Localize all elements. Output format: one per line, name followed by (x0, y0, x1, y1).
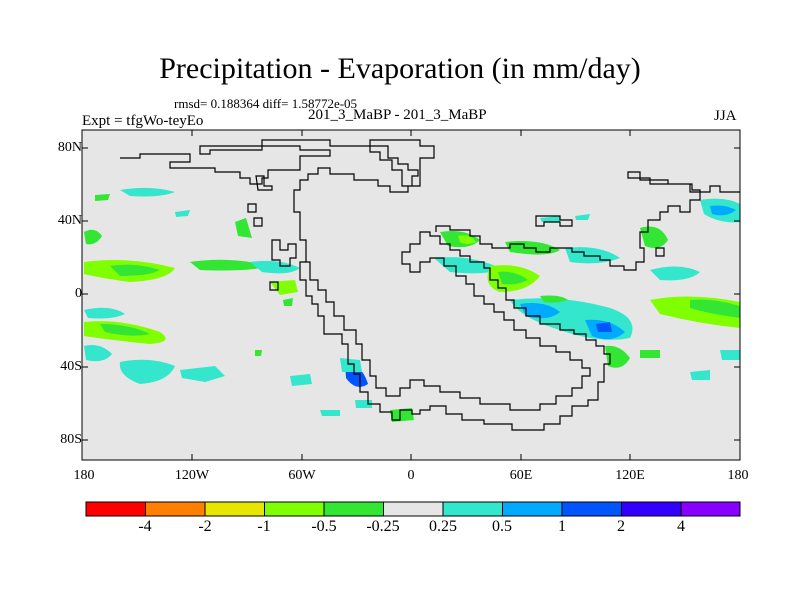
patch-cyan (84, 307, 125, 319)
patch-blue (596, 322, 612, 332)
patch-cyan (540, 216, 560, 222)
colorbar-label: -4 (138, 518, 152, 535)
patch-light-green (458, 235, 476, 244)
lat-label: 80S (60, 432, 82, 447)
colorbar-swatch (442, 501, 503, 517)
patch-green (498, 271, 528, 285)
patch-cyan (180, 366, 225, 382)
colorbar-swatch (561, 501, 622, 517)
coastline-americas (120, 139, 611, 431)
patch-green (283, 298, 293, 306)
colorbar-swatch (85, 501, 146, 517)
patch-cyan (434, 257, 500, 274)
map-field (82, 130, 740, 460)
coastline-island (253, 217, 263, 227)
patch-cyan (565, 247, 620, 264)
colorbar-swatch (204, 501, 265, 517)
patch-green (640, 350, 660, 358)
lon-label: 60W (288, 468, 316, 483)
colorbar-label: 2 (617, 518, 625, 535)
patch-cyan (650, 266, 700, 281)
patch-cyan (720, 350, 740, 360)
lat-label: 80N (57, 140, 82, 155)
colorbar-label: 0.5 (492, 518, 512, 535)
colorbar (85, 501, 741, 517)
coastline-island (247, 203, 257, 213)
patch-cyan (84, 345, 112, 362)
colorbar-label: -0.25 (366, 518, 400, 535)
colorbar-swatch (383, 501, 444, 517)
colorbar-label: -2 (198, 518, 212, 535)
patch-cyan (120, 187, 175, 197)
lon-label: 120W (174, 468, 210, 483)
patch-cyan (175, 210, 190, 217)
lat-label: 0 (75, 286, 82, 301)
patch-green (235, 218, 252, 238)
patch-green (390, 408, 414, 422)
patch-green (95, 194, 110, 201)
coastlines (120, 139, 740, 431)
patch-light-green (270, 280, 298, 295)
colorbar-swatch (621, 501, 682, 517)
patch-green (255, 350, 262, 356)
patch-cyan (119, 359, 175, 384)
axis-ticks (82, 130, 740, 460)
map-title: Precipitation - Evaporation (in mm/day) (159, 52, 641, 85)
patch-green (110, 264, 160, 276)
lon-label: 180 (727, 468, 749, 483)
patch-cyan (340, 358, 362, 372)
colorbar-label: 0.25 (429, 518, 457, 535)
coastline-central-america (271, 239, 297, 267)
patch-green (540, 295, 568, 303)
patch-green (690, 299, 740, 318)
patch-cyan (575, 214, 590, 220)
patch-cyan (250, 260, 300, 274)
lon-label: 120E (615, 468, 645, 483)
colorbar-label: 1 (558, 518, 566, 535)
lat-label: 40S (60, 359, 82, 374)
colorbar-swatch (680, 501, 741, 517)
patch-light-blue (710, 205, 736, 216)
coastline-inland-sea (535, 215, 573, 227)
lon-label: 0 (407, 468, 415, 483)
patch-cyan (290, 374, 312, 386)
coastline-island (269, 281, 279, 291)
colorbar-swatch (264, 501, 325, 517)
lon-label: 60E (509, 468, 533, 483)
patch-green (100, 324, 150, 336)
patch-green (605, 345, 630, 368)
patch-light-blue (520, 303, 560, 319)
patch-green (84, 229, 102, 245)
colorbar-swatch (145, 501, 206, 517)
colorbar-label: 4 (677, 518, 685, 535)
anomaly-patches (84, 187, 740, 422)
season-label: JJA (714, 108, 737, 124)
coastline-eurasia-north (435, 171, 740, 271)
colorbar-swatch (323, 501, 384, 517)
comparison-label: 201_3_MaBP - 201_3_MaBP (308, 107, 487, 123)
lat-label: 40N (57, 213, 82, 228)
coastline-island (255, 175, 273, 191)
patch-green (190, 259, 270, 271)
stats-text: rmsd= 0.188364 diff= 1.58772e-05 (174, 96, 358, 111)
colorbar-swatch (502, 501, 563, 517)
experiment-label: Expt = tfgWo-teyEo (82, 113, 204, 129)
lon-label: 180 (73, 468, 95, 483)
patch-cyan (690, 370, 710, 380)
colorbar-label: -1 (257, 518, 271, 535)
colorbar-label: -0.5 (311, 518, 337, 535)
patch-cyan (320, 410, 340, 416)
coastline-island (655, 247, 665, 257)
